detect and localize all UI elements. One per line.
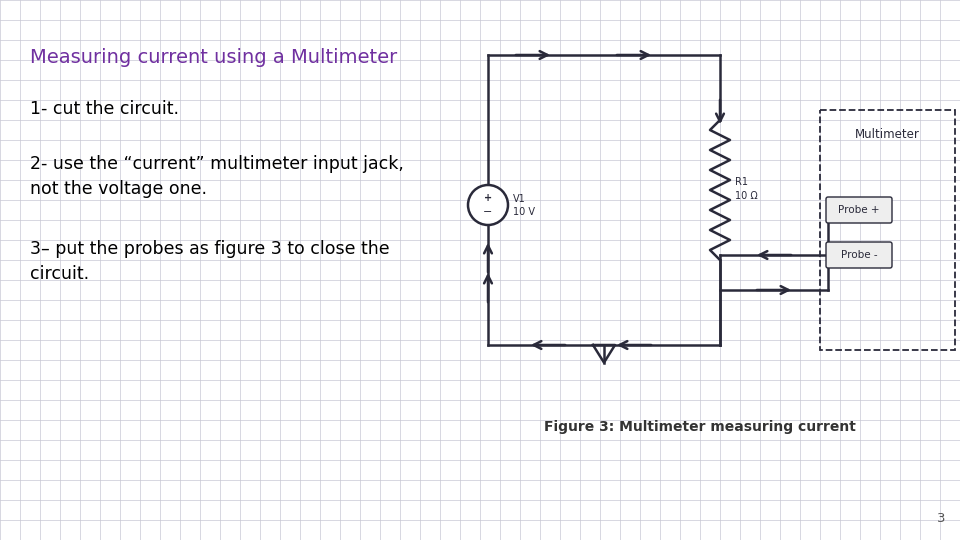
Text: R1: R1	[735, 177, 748, 187]
Text: 3– put the probes as figure 3 to close the
circuit.: 3– put the probes as figure 3 to close t…	[30, 240, 390, 283]
Circle shape	[468, 185, 508, 225]
Text: 1- cut the circuit.: 1- cut the circuit.	[30, 100, 179, 118]
Text: 2- use the “current” multimeter input jack,
not the voltage one.: 2- use the “current” multimeter input ja…	[30, 155, 404, 198]
Text: 10 V: 10 V	[513, 207, 535, 217]
Text: Probe -: Probe -	[841, 250, 877, 260]
Text: Measuring current using a Multimeter: Measuring current using a Multimeter	[30, 48, 397, 67]
Text: Multimeter: Multimeter	[855, 129, 920, 141]
Text: Figure 3: Multimeter measuring current: Figure 3: Multimeter measuring current	[544, 420, 856, 434]
FancyBboxPatch shape	[826, 242, 892, 268]
Text: Probe +: Probe +	[838, 205, 879, 215]
Text: +: +	[484, 193, 492, 203]
Text: 10 Ω: 10 Ω	[735, 191, 757, 201]
Text: −: −	[483, 207, 492, 217]
FancyBboxPatch shape	[826, 197, 892, 223]
Text: 3: 3	[937, 512, 945, 525]
Text: V1: V1	[513, 194, 526, 204]
